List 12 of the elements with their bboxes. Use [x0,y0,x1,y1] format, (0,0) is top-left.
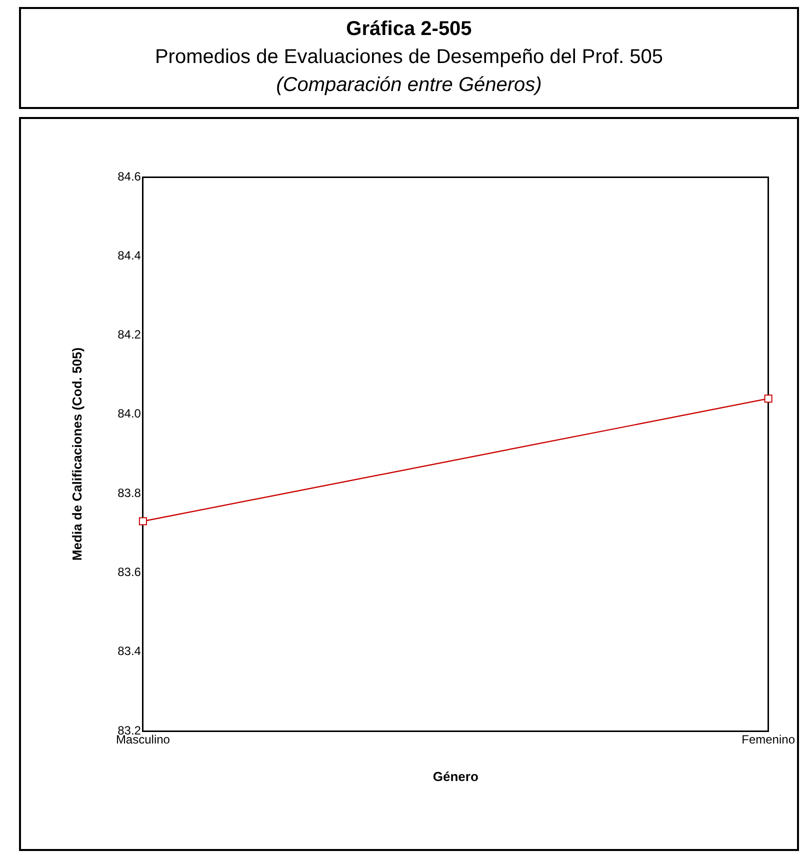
y-tick-label: 84.6 [118,169,142,184]
x-tick-label: Femenino [742,732,796,747]
y-tick-label: 84.4 [118,248,142,262]
y-tick-label: 83.4 [118,644,142,658]
y-tick-label: 84.2 [118,328,142,342]
chart-subtitle: Promedios de Evaluaciones de Desempeño del Prof. 505 (Comparación entre Géneros) [154,45,664,98]
y-tick-label: 83.6 [118,565,142,580]
x-axis-title: Género [432,768,478,784]
y-tick-label: 83.8 [118,486,142,500]
chart-title: Gráfica 2-505 [345,17,473,42]
y-axis-title: Media de Calificaciones (Cod. 505) [69,347,84,561]
y-tick-label: 84.0 [118,406,142,421]
